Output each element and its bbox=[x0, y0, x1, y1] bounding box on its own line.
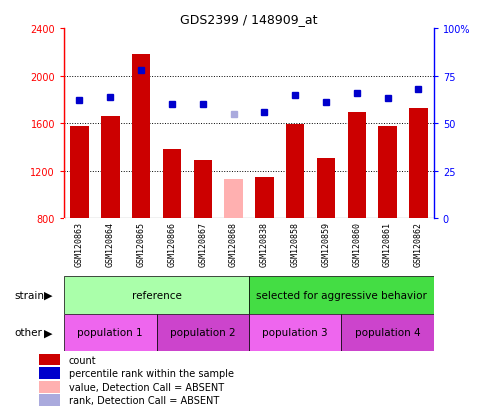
Bar bbox=[64, 277, 249, 314]
Text: GSM120866: GSM120866 bbox=[168, 222, 176, 267]
Bar bbox=[132, 55, 150, 219]
Text: GSM120859: GSM120859 bbox=[321, 222, 330, 267]
Text: selected for aggressive behavior: selected for aggressive behavior bbox=[256, 290, 427, 300]
Text: population 4: population 4 bbox=[355, 328, 421, 337]
Text: other: other bbox=[15, 328, 43, 337]
Bar bbox=[70, 127, 89, 219]
Text: ▶: ▶ bbox=[44, 328, 53, 337]
Text: GSM120838: GSM120838 bbox=[260, 222, 269, 267]
Text: GSM120867: GSM120867 bbox=[198, 222, 207, 267]
Bar bbox=[249, 314, 341, 351]
Bar bbox=[193, 161, 212, 219]
Text: value, Detection Call = ABSENT: value, Detection Call = ABSENT bbox=[69, 382, 224, 392]
Text: reference: reference bbox=[132, 290, 181, 300]
Bar bbox=[157, 314, 249, 351]
Text: GSM120860: GSM120860 bbox=[352, 222, 361, 267]
Text: population 2: population 2 bbox=[170, 328, 236, 337]
Text: GSM120868: GSM120868 bbox=[229, 222, 238, 267]
Text: GSM120862: GSM120862 bbox=[414, 222, 423, 267]
Bar bbox=[39, 367, 60, 379]
Text: population 1: population 1 bbox=[77, 328, 143, 337]
Bar bbox=[249, 277, 434, 314]
Bar bbox=[39, 354, 60, 366]
Bar bbox=[255, 177, 274, 219]
Text: rank, Detection Call = ABSENT: rank, Detection Call = ABSENT bbox=[69, 395, 219, 405]
Text: strain: strain bbox=[15, 290, 45, 300]
Text: population 3: population 3 bbox=[262, 328, 328, 337]
Text: ▶: ▶ bbox=[44, 290, 53, 300]
Bar bbox=[101, 117, 120, 219]
Bar bbox=[378, 126, 397, 219]
Bar bbox=[64, 314, 157, 351]
Bar bbox=[39, 394, 60, 406]
Text: GSM120861: GSM120861 bbox=[383, 222, 392, 267]
Bar bbox=[341, 314, 434, 351]
Text: GSM120858: GSM120858 bbox=[291, 222, 300, 267]
Title: GDS2399 / 148909_at: GDS2399 / 148909_at bbox=[180, 13, 317, 26]
Bar bbox=[286, 125, 305, 219]
Bar bbox=[163, 150, 181, 219]
Text: GSM120864: GSM120864 bbox=[106, 222, 115, 267]
Text: GSM120863: GSM120863 bbox=[75, 222, 84, 267]
Text: GSM120865: GSM120865 bbox=[137, 222, 145, 267]
Text: percentile rank within the sample: percentile rank within the sample bbox=[69, 368, 234, 378]
Bar bbox=[348, 113, 366, 219]
Bar bbox=[224, 180, 243, 219]
Bar bbox=[409, 109, 427, 219]
Bar bbox=[39, 381, 60, 393]
Text: count: count bbox=[69, 355, 97, 365]
Bar bbox=[317, 158, 335, 219]
